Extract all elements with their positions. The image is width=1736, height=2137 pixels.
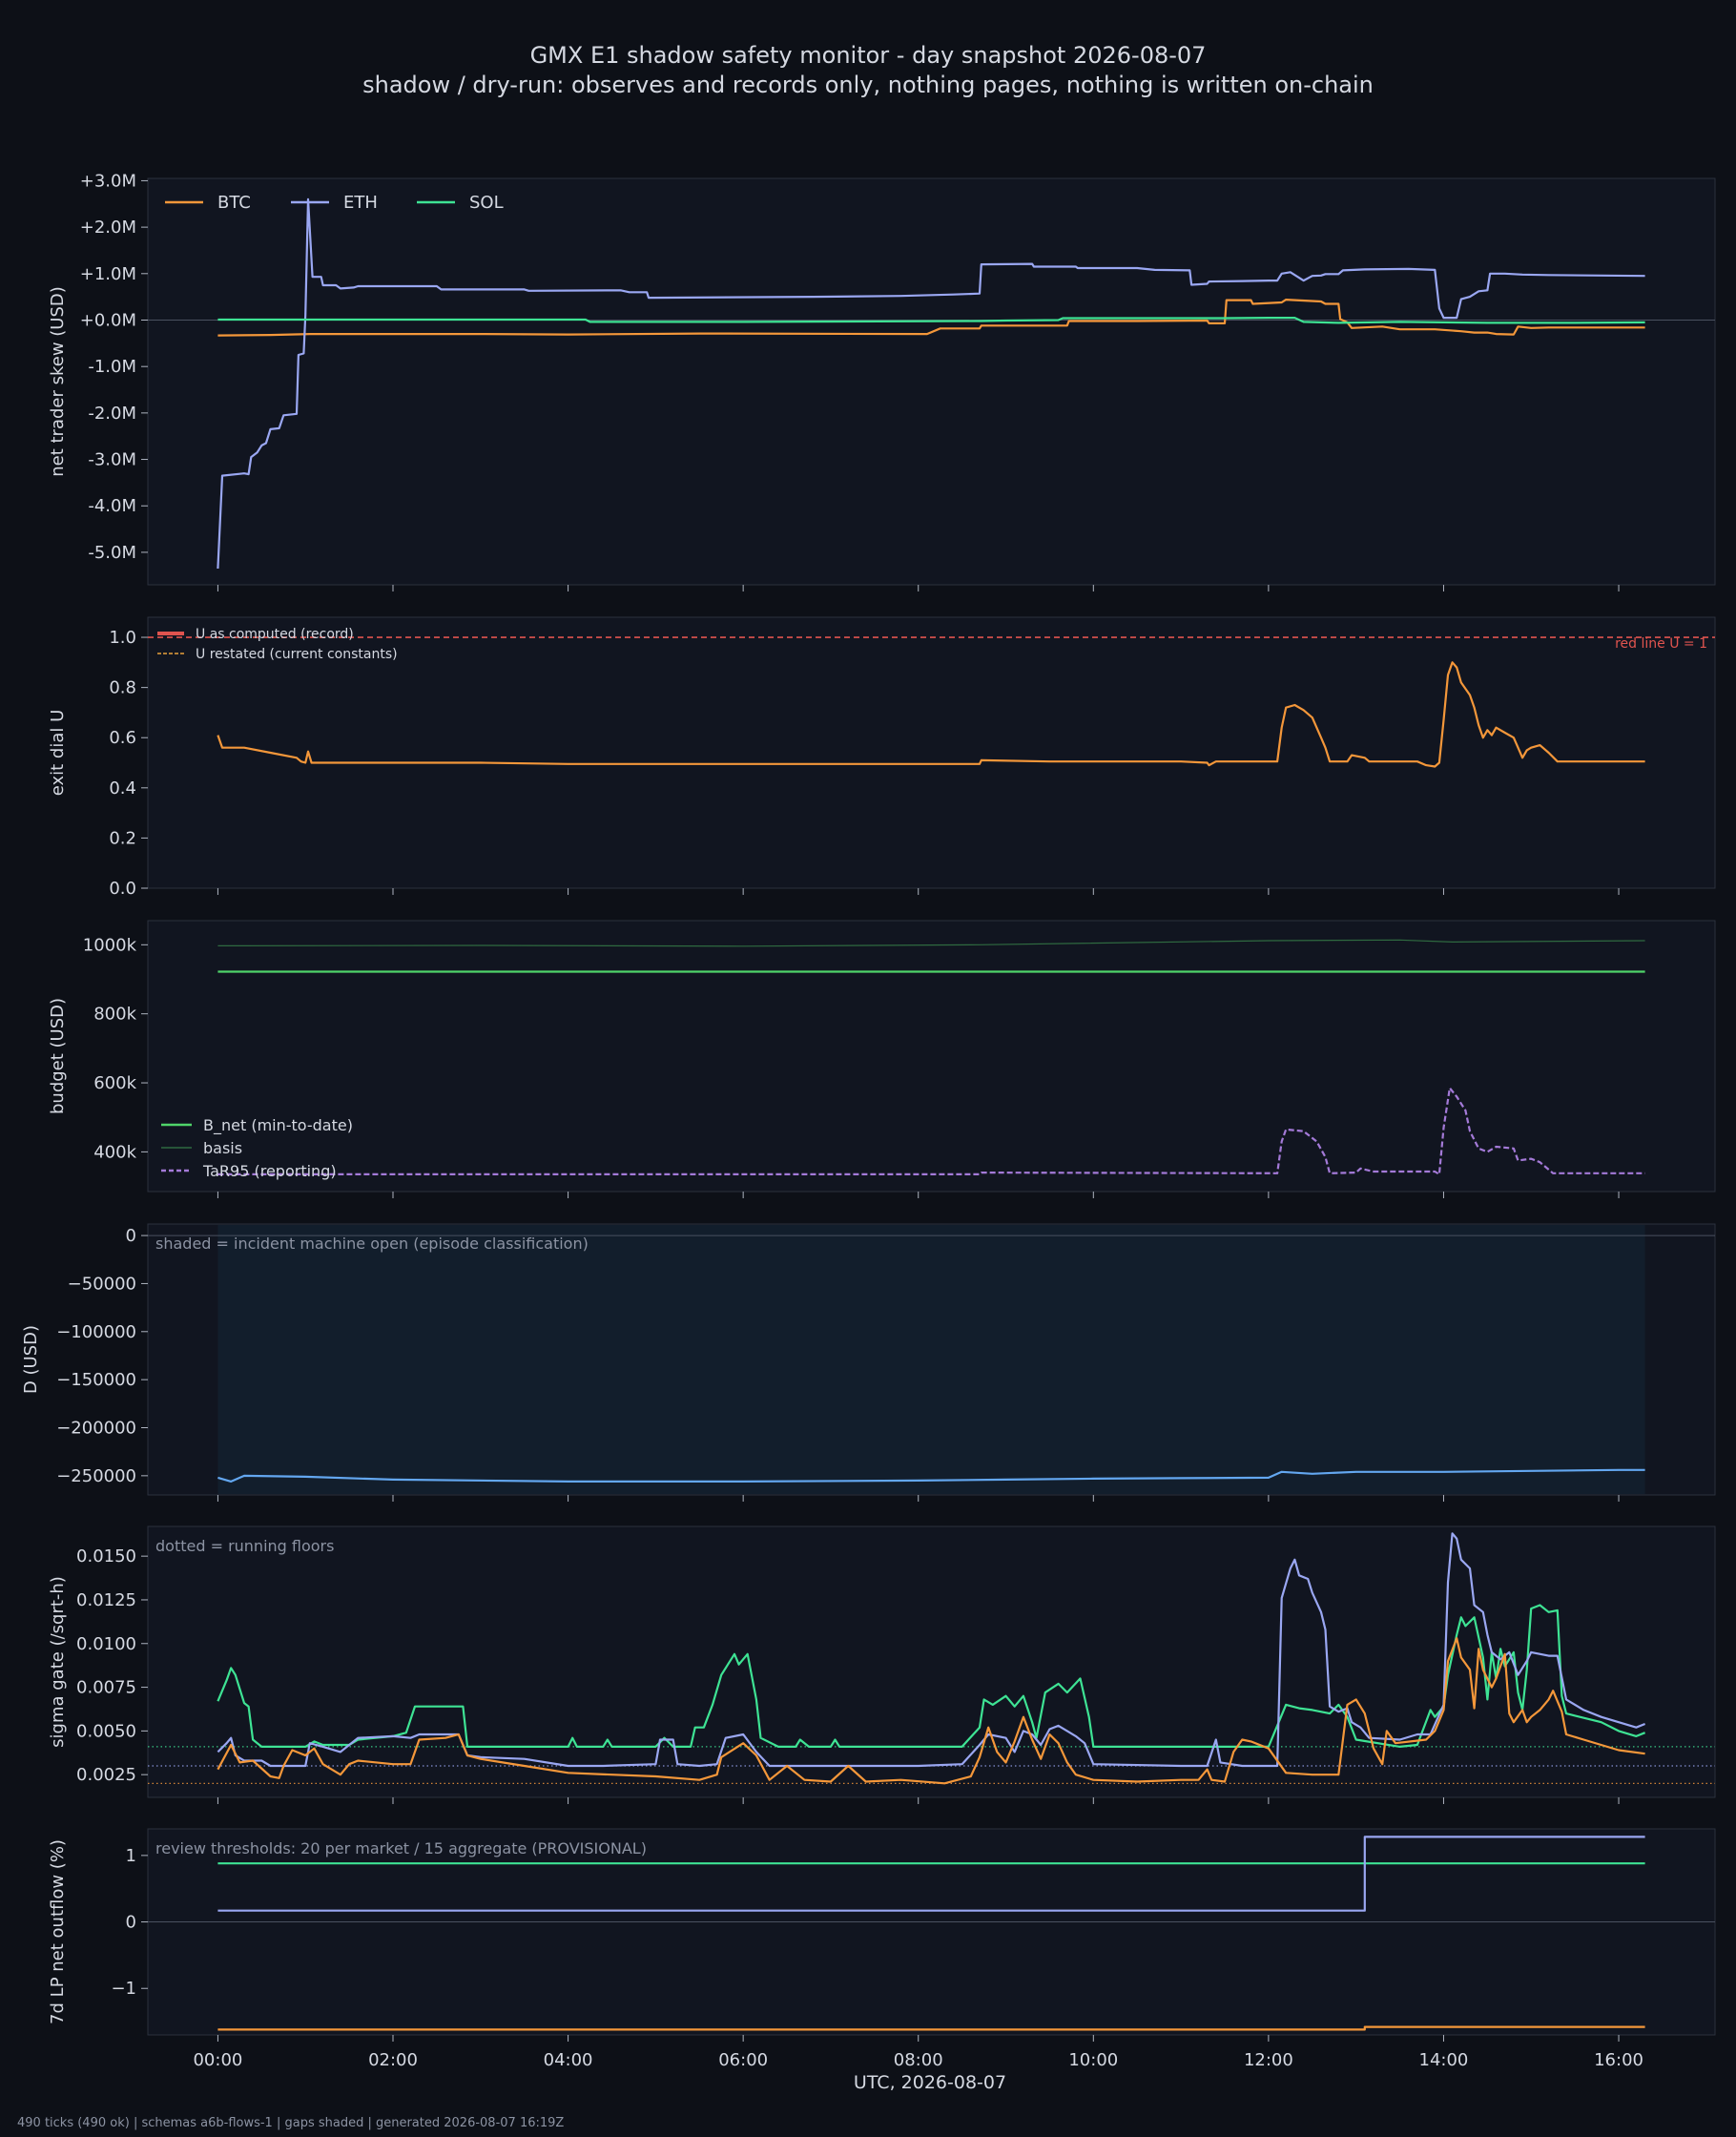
y-tick-label: 1 <box>126 1846 136 1866</box>
y-tick-label: 0.0100 <box>76 1634 136 1654</box>
series-line-eth <box>217 197 1645 570</box>
panel-note: shaded = incident machine open (episode … <box>155 1234 589 1253</box>
panel-frame <box>147 177 1716 586</box>
y-tick-label: 400k <box>93 1142 136 1162</box>
series-line-basis <box>217 939 1645 947</box>
figure-title: GMX E1 shadow safety monitor - day snaps… <box>530 42 1207 69</box>
y-tick-label: −200000 <box>56 1419 136 1439</box>
y-tick-label: 1.0 <box>109 628 136 648</box>
series-line-d <box>217 1468 1645 1483</box>
legend-label: ETH <box>343 193 378 213</box>
x-tick-label: 12:00 <box>1244 2050 1293 2070</box>
panel-frame <box>147 1525 1716 1798</box>
y-tick-label: 800k <box>93 1005 136 1025</box>
y-tick-label: 0.0150 <box>76 1546 136 1566</box>
y-tick-label: 0.0 <box>109 879 136 899</box>
y-tick-label: 1000k <box>83 935 137 955</box>
legend-label: U as computed (record) <box>196 627 354 642</box>
panel-note: review thresholds: 20 per market / 15 ag… <box>155 1839 647 1857</box>
panel-frame <box>147 920 1716 1193</box>
panel-exit_dial: 0.0 0.2 0.4 0.6 0.8 1.0 exit dial U red line U … <box>48 616 1716 899</box>
series-line-btc <box>217 299 1645 337</box>
panel-note: dotted = running floors <box>155 1537 334 1555</box>
y-tick-label: +2.0M <box>80 218 136 238</box>
x-tick-label: 06:00 <box>718 2050 768 2070</box>
x-tick-label: 04:00 <box>544 2050 593 2070</box>
chart-panels: +3.0M +2.0M +1.0M +0.0M -1.0M -2.0M -3.0M -4.0M… <box>21 171 1716 2042</box>
y-axis-label: D (USD) <box>21 1325 41 1394</box>
series-line-tar95-reporting- <box>217 1087 1645 1175</box>
y-tick-label: +0.0M <box>80 310 136 330</box>
legend-label: U restated (current constants) <box>196 647 398 662</box>
x-tick-label: 16:00 <box>1594 2050 1643 2070</box>
legend-label: B_net (min-to-date) <box>203 1116 353 1135</box>
y-tick-label: 0.0050 <box>76 1721 136 1741</box>
legend-label: BTC <box>217 193 251 213</box>
legend-budget: B_net (min-to-date) basis TaR95 (reporting… <box>161 1116 353 1180</box>
y-axis-label: budget (USD) <box>48 998 68 1114</box>
figure-subtitle: shadow / dry-run: observes and records o… <box>362 72 1374 98</box>
legend-label: basis <box>203 1139 242 1157</box>
series-line-u <box>217 661 1645 768</box>
y-axis-label: exit dial U <box>48 710 68 797</box>
x-axis-label: UTC, 2026-08-07 <box>854 2072 1006 2093</box>
red-line-label: red line U = 1 <box>1615 636 1707 652</box>
y-tick-label: 0.8 <box>109 678 136 698</box>
x-axis: 00:00 02:00 04:00 06:00 08:00 10:00 12:00 14:00… <box>193 2050 1643 2070</box>
series-line-sol <box>217 317 1645 324</box>
panel-frame <box>147 1828 1716 2036</box>
legend-skew: BTC ETH SOL <box>165 193 504 213</box>
series-line-eth <box>217 1532 1646 1768</box>
panel-sigma: 0.0025 0.0050 0.0075 0.0100 0.0125 0.0150 sigm… <box>48 1525 1716 1804</box>
y-tick-label: 600k <box>93 1073 136 1093</box>
y-tick-label: -1.0M <box>88 357 136 377</box>
y-tick-label: 0.0075 <box>76 1678 136 1698</box>
y-axis-label: sigma gate (/sqrt-h) <box>48 1576 68 1748</box>
legend-exit-dial: U as computed (record) U restated (curren… <box>157 627 398 662</box>
y-tick-label: 0.6 <box>109 728 136 748</box>
y-tick-label: -2.0M <box>88 404 136 424</box>
y-tick-label: −1 <box>111 1979 136 1999</box>
y-tick-label: 0.2 <box>109 828 136 848</box>
panel-lp_outflow: 1 0 −1 7d LP net outflow (%) review threshol… <box>48 1828 1716 2042</box>
x-tick-label: 14:00 <box>1419 2050 1469 2070</box>
panel-skew: +3.0M +2.0M +1.0M +0.0M -1.0M -2.0M -3.0M -4.0M… <box>48 171 1716 591</box>
y-tick-label: -5.0M <box>88 543 136 563</box>
series-line-sol <box>217 1604 1646 1748</box>
panel-d_usd: 0 −50000 −100000 −150000 −200000 −250000 D (US… <box>21 1223 1716 1502</box>
y-tick-label: 0.0125 <box>76 1590 136 1610</box>
y-tick-label: +1.0M <box>80 264 136 284</box>
y-tick-label: 0.4 <box>109 778 136 799</box>
series-line-btc <box>217 2025 1645 2031</box>
y-tick-label: -4.0M <box>88 496 136 516</box>
y-tick-label: +3.0M <box>80 171 136 191</box>
x-tick-label: 10:00 <box>1068 2050 1118 2070</box>
y-tick-label: -3.0M <box>88 450 136 470</box>
y-tick-label: 0.0025 <box>76 1765 136 1785</box>
y-axis-label: 7d LP net outflow (%) <box>48 1839 68 2024</box>
legend-label: SOL <box>469 193 504 213</box>
y-tick-label: 0 <box>126 1913 136 1933</box>
series-line-btc <box>217 1637 1645 1785</box>
y-tick-label: −150000 <box>56 1370 136 1390</box>
y-tick-label: 0 <box>126 1226 136 1246</box>
series-line-eth <box>217 1836 1645 1912</box>
y-axis-label: net trader skew (USD) <box>48 286 68 477</box>
legend-label: TaR95 (reporting) <box>202 1162 337 1180</box>
x-tick-label: 02:00 <box>368 2050 418 2070</box>
panel-budget: 400k 600k 800k 1000k budget (USD) B_net (min-… <box>48 920 1716 1198</box>
panel-frame <box>147 616 1716 889</box>
y-tick-label: −50000 <box>68 1274 136 1294</box>
y-tick-label: −250000 <box>56 1466 136 1486</box>
footer-status: 490 ticks (490 ok) | schemas a6b-flows-1… <box>17 2116 564 2130</box>
x-tick-label: 00:00 <box>193 2050 242 2070</box>
x-tick-label: 08:00 <box>894 2050 943 2070</box>
incident-shade <box>217 1225 1645 1494</box>
y-tick-label: −100000 <box>56 1322 136 1342</box>
